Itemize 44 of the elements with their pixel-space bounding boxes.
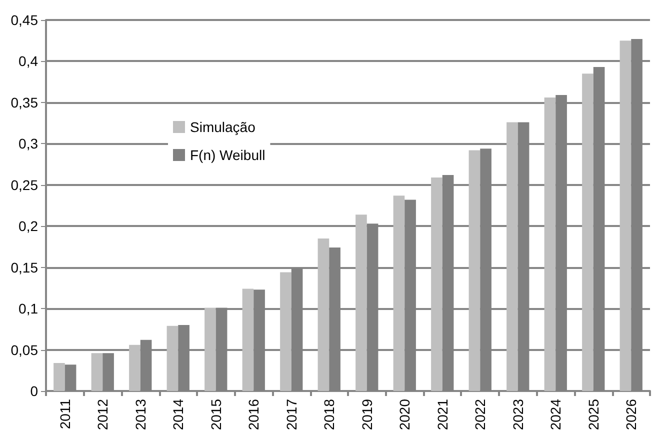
bar <box>280 272 292 391</box>
x-tick-label: 2025 <box>585 398 602 430</box>
x-tick-label: 2022 <box>472 398 488 430</box>
x-tick-label: 2021 <box>434 398 450 430</box>
bar <box>356 214 367 391</box>
y-tick-label: 0,3 <box>18 136 38 152</box>
y-tick-label: 0,35 <box>10 94 38 110</box>
x-tick-label: 2019 <box>358 398 375 430</box>
bar <box>393 196 405 391</box>
bar <box>91 353 103 391</box>
x-tick-label: 2024 <box>548 398 564 430</box>
bar <box>318 238 330 391</box>
bar <box>431 177 442 391</box>
bar <box>506 122 518 391</box>
bar <box>544 98 556 391</box>
y-tick-label: 0,05 <box>10 342 38 358</box>
legend-label: Simulação <box>190 119 256 135</box>
y-tick-label: 0,15 <box>10 259 38 276</box>
bar <box>242 288 254 391</box>
bar <box>620 40 632 391</box>
bar <box>166 326 178 391</box>
x-tick-label: 2014 <box>170 398 186 430</box>
x-tick-label: 2017 <box>283 398 300 430</box>
bar <box>582 74 594 391</box>
x-tick-label: 2013 <box>132 398 148 430</box>
y-tick-label: 0,4 <box>18 53 38 70</box>
y-tick-label: 0,2 <box>18 218 38 234</box>
bar <box>129 344 140 391</box>
y-tick-label: 0,45 <box>10 12 38 28</box>
y-tick-label: 0,1 <box>18 300 38 317</box>
y-tick-label: 0,25 <box>10 176 38 193</box>
bar <box>468 150 480 391</box>
x-tick-label: 2026 <box>623 398 640 430</box>
legend-label: F(n) Weibull <box>190 147 266 163</box>
bar <box>54 362 65 391</box>
x-tick-label: 2015 <box>208 398 224 430</box>
x-tick-label: 2012 <box>94 398 111 430</box>
x-tick-label: 2023 <box>510 398 526 430</box>
x-tick-label: 2018 <box>321 398 338 430</box>
bar <box>204 308 216 391</box>
x-tick-label: 2016 <box>246 398 262 430</box>
y-tick-label: 0 <box>30 383 38 399</box>
x-tick-label: 2020 <box>396 398 413 430</box>
x-tick-label: 2011 <box>56 398 73 430</box>
